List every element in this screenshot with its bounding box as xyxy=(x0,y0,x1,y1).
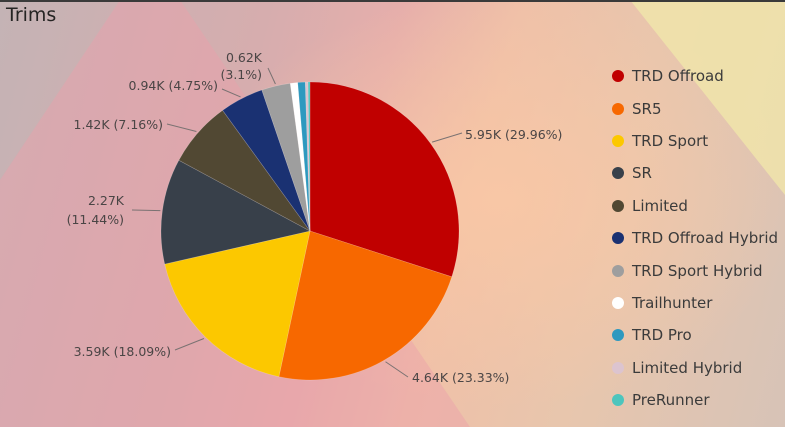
legend-item-limited[interactable]: Limited xyxy=(612,190,778,222)
legend-marker-icon xyxy=(612,167,624,180)
legend-label: Trailhunter xyxy=(632,293,713,312)
legend-item-trd-offroad[interactable]: TRD Offroad xyxy=(612,60,778,92)
data-label-trd-offroad: 5.95K (29.96%) xyxy=(465,127,562,142)
legend-item-prerunner[interactable]: PreRunner xyxy=(612,384,778,416)
chart-title: Trims xyxy=(6,4,57,26)
legend-marker-icon xyxy=(612,232,624,245)
legend-marker-icon xyxy=(612,329,624,342)
legend-marker-icon xyxy=(612,102,624,115)
data-label-sr: 2.27K xyxy=(88,193,125,208)
legend-item-limited-hybrid[interactable]: Limited Hybrid xyxy=(612,352,778,384)
legend-item-trd-offroad-hybrid[interactable]: TRD Offroad Hybrid xyxy=(612,222,778,254)
pie-slice-prerunner[interactable] xyxy=(307,81,311,232)
leader-line-trd-sport-hybrid xyxy=(267,67,276,85)
top-border xyxy=(0,0,785,2)
pie-slice-trd-offroad-hybrid[interactable] xyxy=(222,89,311,232)
leader-line-sr5 xyxy=(385,361,409,378)
data-label-trd-offroad-hybrid: 0.94K (4.75%) xyxy=(129,78,218,93)
legend-marker-icon xyxy=(612,361,624,374)
data-label-trd-sport-hybrid: (3.1%) xyxy=(220,67,262,82)
legend-label: SR5 xyxy=(632,99,662,118)
pie-slice-limited-hybrid[interactable] xyxy=(304,81,311,232)
data-label-limited: 1.42K (7.16%) xyxy=(74,117,163,132)
pie-slice-sr5[interactable] xyxy=(278,230,453,381)
legend-label: TRD Offroad Hybrid xyxy=(632,229,779,248)
leader-line-trd-sport xyxy=(174,338,205,351)
legend-marker-icon xyxy=(612,296,624,309)
legend: TRD Offroad SR5 TRD Sport SR Limited TRD Offr… xyxy=(612,60,778,416)
pie-slice-trd-sport-hybrid[interactable] xyxy=(261,82,311,232)
legend-label: TRD Offroad xyxy=(632,67,724,86)
legend-marker-icon xyxy=(612,394,624,407)
legend-marker-icon xyxy=(612,70,624,83)
legend-marker-icon xyxy=(612,134,624,147)
pie-slice-trd-offroad[interactable] xyxy=(309,81,460,278)
legend-label: Limited xyxy=(632,196,688,215)
legend-item-trd-sport[interactable]: TRD Sport xyxy=(612,125,778,157)
data-label-trd-sport: 3.59K (18.09%) xyxy=(74,344,171,359)
data-label-sr: (11.44%) xyxy=(67,212,124,227)
pie-slice-trailhunter[interactable] xyxy=(289,82,311,232)
legend-item-sr5[interactable]: SR5 xyxy=(612,92,778,124)
pie-slice-trd-sport[interactable] xyxy=(164,230,311,378)
legend-label: Limited Hybrid xyxy=(632,358,743,377)
legend-marker-icon xyxy=(612,199,624,212)
legend-label: TRD Pro xyxy=(632,326,692,345)
leader-line-trd-offroad-hybrid xyxy=(221,88,241,98)
legend-label: SR xyxy=(632,164,652,183)
legend-item-sr[interactable]: SR xyxy=(612,157,778,189)
leader-line-sr xyxy=(131,209,161,212)
leader-line-limited xyxy=(166,123,197,132)
legend-label: TRD Sport Hybrid xyxy=(632,261,763,280)
legend-label: TRD Sport xyxy=(632,131,709,150)
legend-marker-icon xyxy=(612,264,624,277)
legend-item-trd-pro[interactable]: TRD Pro xyxy=(612,319,778,351)
pie-slice-trd-pro[interactable] xyxy=(297,81,311,232)
leader-line-trd-offroad xyxy=(431,132,463,143)
data-label-trd-sport-hybrid: 0.62K xyxy=(226,50,263,65)
data-label-sr5: 4.64K (23.33%) xyxy=(412,370,509,385)
pie-slice-sr[interactable] xyxy=(160,159,311,265)
legend-label: PreRunner xyxy=(632,391,710,410)
legend-item-trailhunter[interactable]: Trailhunter xyxy=(612,287,778,319)
pie-slice-limited[interactable] xyxy=(178,109,311,232)
legend-item-trd-sport-hybrid[interactable]: TRD Sport Hybrid xyxy=(612,254,778,286)
